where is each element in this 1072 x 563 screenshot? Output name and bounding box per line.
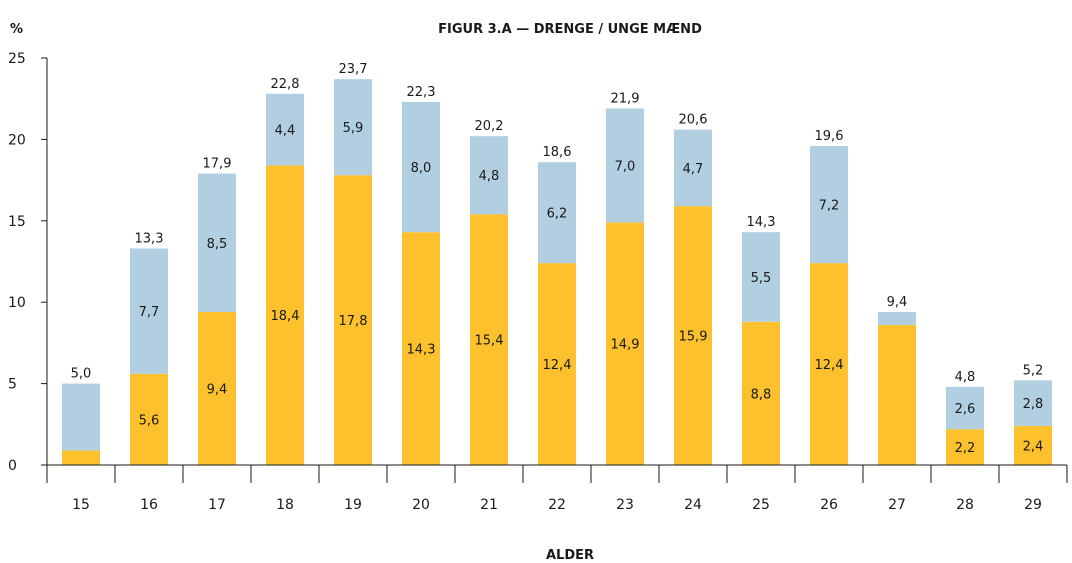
bar-segment <box>878 324 916 465</box>
bar-segment <box>538 263 576 465</box>
bar-segment <box>674 206 712 465</box>
y-tick-label: 0 <box>8 458 17 474</box>
segment-value-label: 7,2 <box>819 199 840 214</box>
bar-total-label: 22,3 <box>407 85 436 100</box>
bar-segment <box>946 429 984 465</box>
bar-segment <box>266 165 304 465</box>
segment-value-label: 8,5 <box>207 237 228 252</box>
segment-value-label: 2,8 <box>1023 397 1044 412</box>
segment-value-label: 2,6 <box>955 402 976 417</box>
bar-segment <box>334 175 372 465</box>
bar-total-label: 21,9 <box>611 91 640 106</box>
segment-value-label: 5,5 <box>751 271 772 286</box>
bar-segment <box>402 232 440 465</box>
x-tick-label: 20 <box>412 497 430 513</box>
bar-segment <box>470 214 508 465</box>
segment-value-label: 14,9 <box>611 338 640 353</box>
x-tick-label: 25 <box>752 497 770 513</box>
bar-total-label: 20,6 <box>679 113 708 128</box>
bar-segment <box>810 263 848 465</box>
bar-segment <box>538 162 576 264</box>
bar-segment <box>266 93 304 166</box>
bar-total-label: 9,4 <box>887 295 908 310</box>
bar-total-label: 5,2 <box>1023 363 1044 378</box>
segment-value-label: 8,8 <box>751 387 772 402</box>
y-tick-label: 15 <box>8 214 26 230</box>
segment-value-label: 4,4 <box>275 124 296 139</box>
x-tick-label: 15 <box>72 497 90 513</box>
segment-value-label: 7,7 <box>139 305 160 320</box>
x-tick-label: 19 <box>344 497 362 513</box>
segment-value-label: 4,7 <box>683 162 704 177</box>
y-tick-label: 20 <box>8 132 26 148</box>
segment-value-label: 15,4 <box>475 334 504 349</box>
segment-value-label: 9,4 <box>207 382 228 397</box>
y-tick-label: 25 <box>8 51 26 67</box>
y-axis-unit: % <box>10 22 23 37</box>
bar-total-label: 19,6 <box>815 129 844 144</box>
segment-value-label: 15,9 <box>679 330 708 345</box>
segment-value-label: 4,8 <box>479 169 500 184</box>
bar-total-label: 4,8 <box>955 370 976 385</box>
bar-segment <box>62 450 100 465</box>
bar-segment <box>334 79 372 176</box>
bar-segment <box>130 373 168 465</box>
x-tick-label: 16 <box>140 497 158 513</box>
x-axis-label: ALDER <box>546 548 594 563</box>
x-tick-label: 24 <box>684 497 702 513</box>
bar-total-label: 5,0 <box>71 367 92 382</box>
bar-total-label: 13,3 <box>135 231 164 246</box>
segment-value-label: 2,4 <box>1023 439 1044 454</box>
x-tick-label: 23 <box>616 497 634 513</box>
bar-segment <box>1014 380 1052 426</box>
bar-segment <box>810 145 848 264</box>
bar-segment <box>742 232 780 322</box>
x-tick-label: 29 <box>1024 497 1042 513</box>
bars: 5,0 5,6 7,7 13,3 9,4 8,5 17,9 18,4 4,4 22,8 17,8 5,… <box>62 62 1052 465</box>
x-tick-label: 18 <box>276 497 294 513</box>
chart-title: FIGUR 3.A — DRENGE / UNGE MÆND <box>438 22 702 37</box>
segment-value-label: 8,0 <box>411 161 432 176</box>
segment-value-label: 18,4 <box>271 309 300 324</box>
bar-segment <box>946 386 984 430</box>
bar-total-label: 14,3 <box>747 215 776 230</box>
segment-value-label: 7,0 <box>615 159 636 174</box>
bar-total-label: 23,7 <box>339 62 368 77</box>
bar-segment <box>130 248 168 374</box>
x-tick-label: 28 <box>956 497 974 513</box>
bar-total-label: 17,9 <box>203 157 232 172</box>
x-tick-label: 17 <box>208 497 226 513</box>
segment-value-label: 14,3 <box>407 343 436 358</box>
bar-total-label: 22,8 <box>271 77 300 92</box>
bar-segment <box>62 383 100 451</box>
bar-total-label: 18,6 <box>543 145 572 160</box>
bar-segment <box>402 101 440 233</box>
bar-segment <box>606 222 644 465</box>
x-axis: 15 16 17 18 19 20 21 22 23 24 25 26 27 28 29 <box>46 464 1068 513</box>
bar-segment <box>674 129 712 207</box>
bar-segment <box>606 108 644 223</box>
x-tick-label: 27 <box>888 497 906 513</box>
segment-value-label: 12,4 <box>543 358 572 373</box>
y-tick-label: 10 <box>8 295 26 311</box>
segment-value-label: 2,2 <box>955 441 976 456</box>
bar-segment <box>470 136 508 215</box>
segment-value-label: 6,2 <box>547 207 568 222</box>
segment-value-label: 5,6 <box>139 413 160 428</box>
x-tick-label: 21 <box>480 497 498 513</box>
segment-value-label: 5,9 <box>343 121 364 136</box>
bar-segment <box>198 173 236 312</box>
bar-segment <box>742 321 780 465</box>
x-tick-label: 22 <box>548 497 566 513</box>
bar-segment <box>1014 425 1052 465</box>
bar-segment <box>198 311 236 465</box>
segment-value-label: 17,8 <box>339 314 368 329</box>
bar-segment <box>878 311 916 325</box>
segment-value-label: 12,4 <box>815 358 844 373</box>
y-axis: 0 5 10 15 20 25 <box>8 51 48 474</box>
bar-total-label: 20,2 <box>475 119 504 134</box>
x-tick-label: 26 <box>820 497 838 513</box>
y-tick-label: 5 <box>8 377 17 393</box>
